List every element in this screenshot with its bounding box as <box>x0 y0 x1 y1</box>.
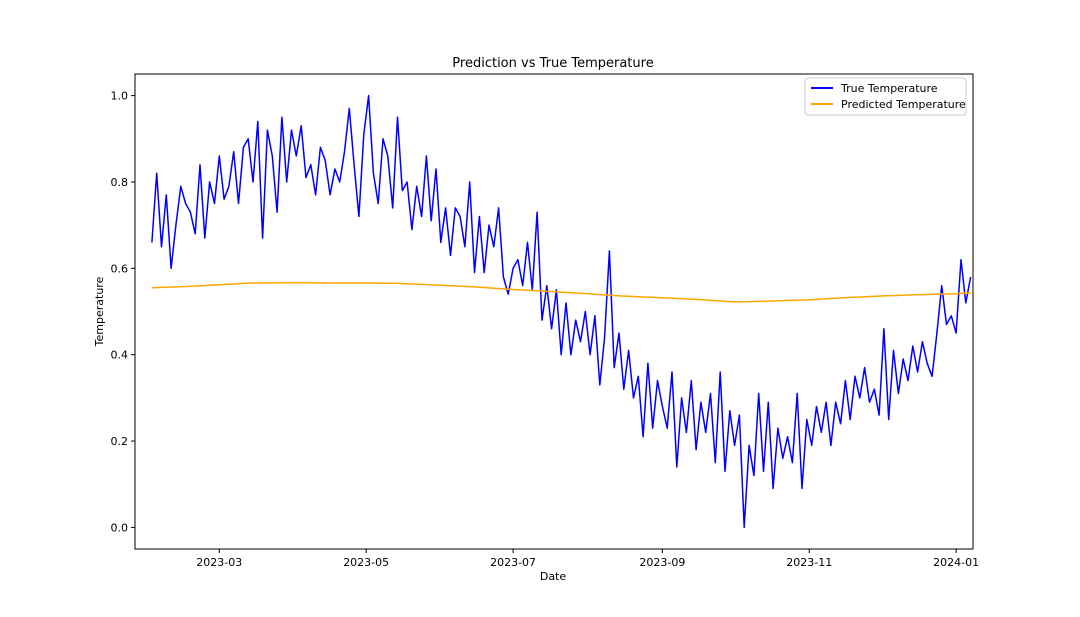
y-axis: 0.0 0.2 0.4 0.6 0.8 1.0 <box>111 90 135 534</box>
x-tick-label: 2023-03 <box>196 556 242 569</box>
x-tick-label: 2023-05 <box>343 556 389 569</box>
series-layer <box>151 94 972 529</box>
chart-title: Prediction vs True Temperature <box>452 56 653 71</box>
y-tick-label: 0.6 <box>111 262 129 275</box>
plot-area <box>134 73 974 550</box>
y-tick-label: 0.4 <box>111 349 129 362</box>
x-tick-label: 2023-11 <box>786 556 832 569</box>
legend-box <box>804 77 967 116</box>
y-tick-label: 0.8 <box>111 176 129 189</box>
x-axis-label: Date <box>540 570 567 583</box>
series-line-predicted-temperature <box>151 281 971 303</box>
y-tick-label: 1.0 <box>111 90 129 103</box>
x-tick-label: 2023-09 <box>639 556 685 569</box>
legend: True Temperature Predicted Temperature <box>804 77 967 116</box>
x-tick-label: 2024-01 <box>933 556 979 569</box>
x-tick-label: 2023-07 <box>490 556 536 569</box>
series-line-true-temperature <box>151 94 972 529</box>
x-axis: 2023-03 2023-05 2023-07 2023-09 2023-11 2024-… <box>196 549 979 569</box>
y-tick-label: 0.2 <box>111 435 129 448</box>
y-axis-label: Temperature <box>93 276 106 347</box>
y-tick-label: 0.0 <box>111 521 129 534</box>
legend-label-true: True Temperature <box>840 82 938 95</box>
legend-label-predicted: Predicted Temperature <box>841 98 966 111</box>
